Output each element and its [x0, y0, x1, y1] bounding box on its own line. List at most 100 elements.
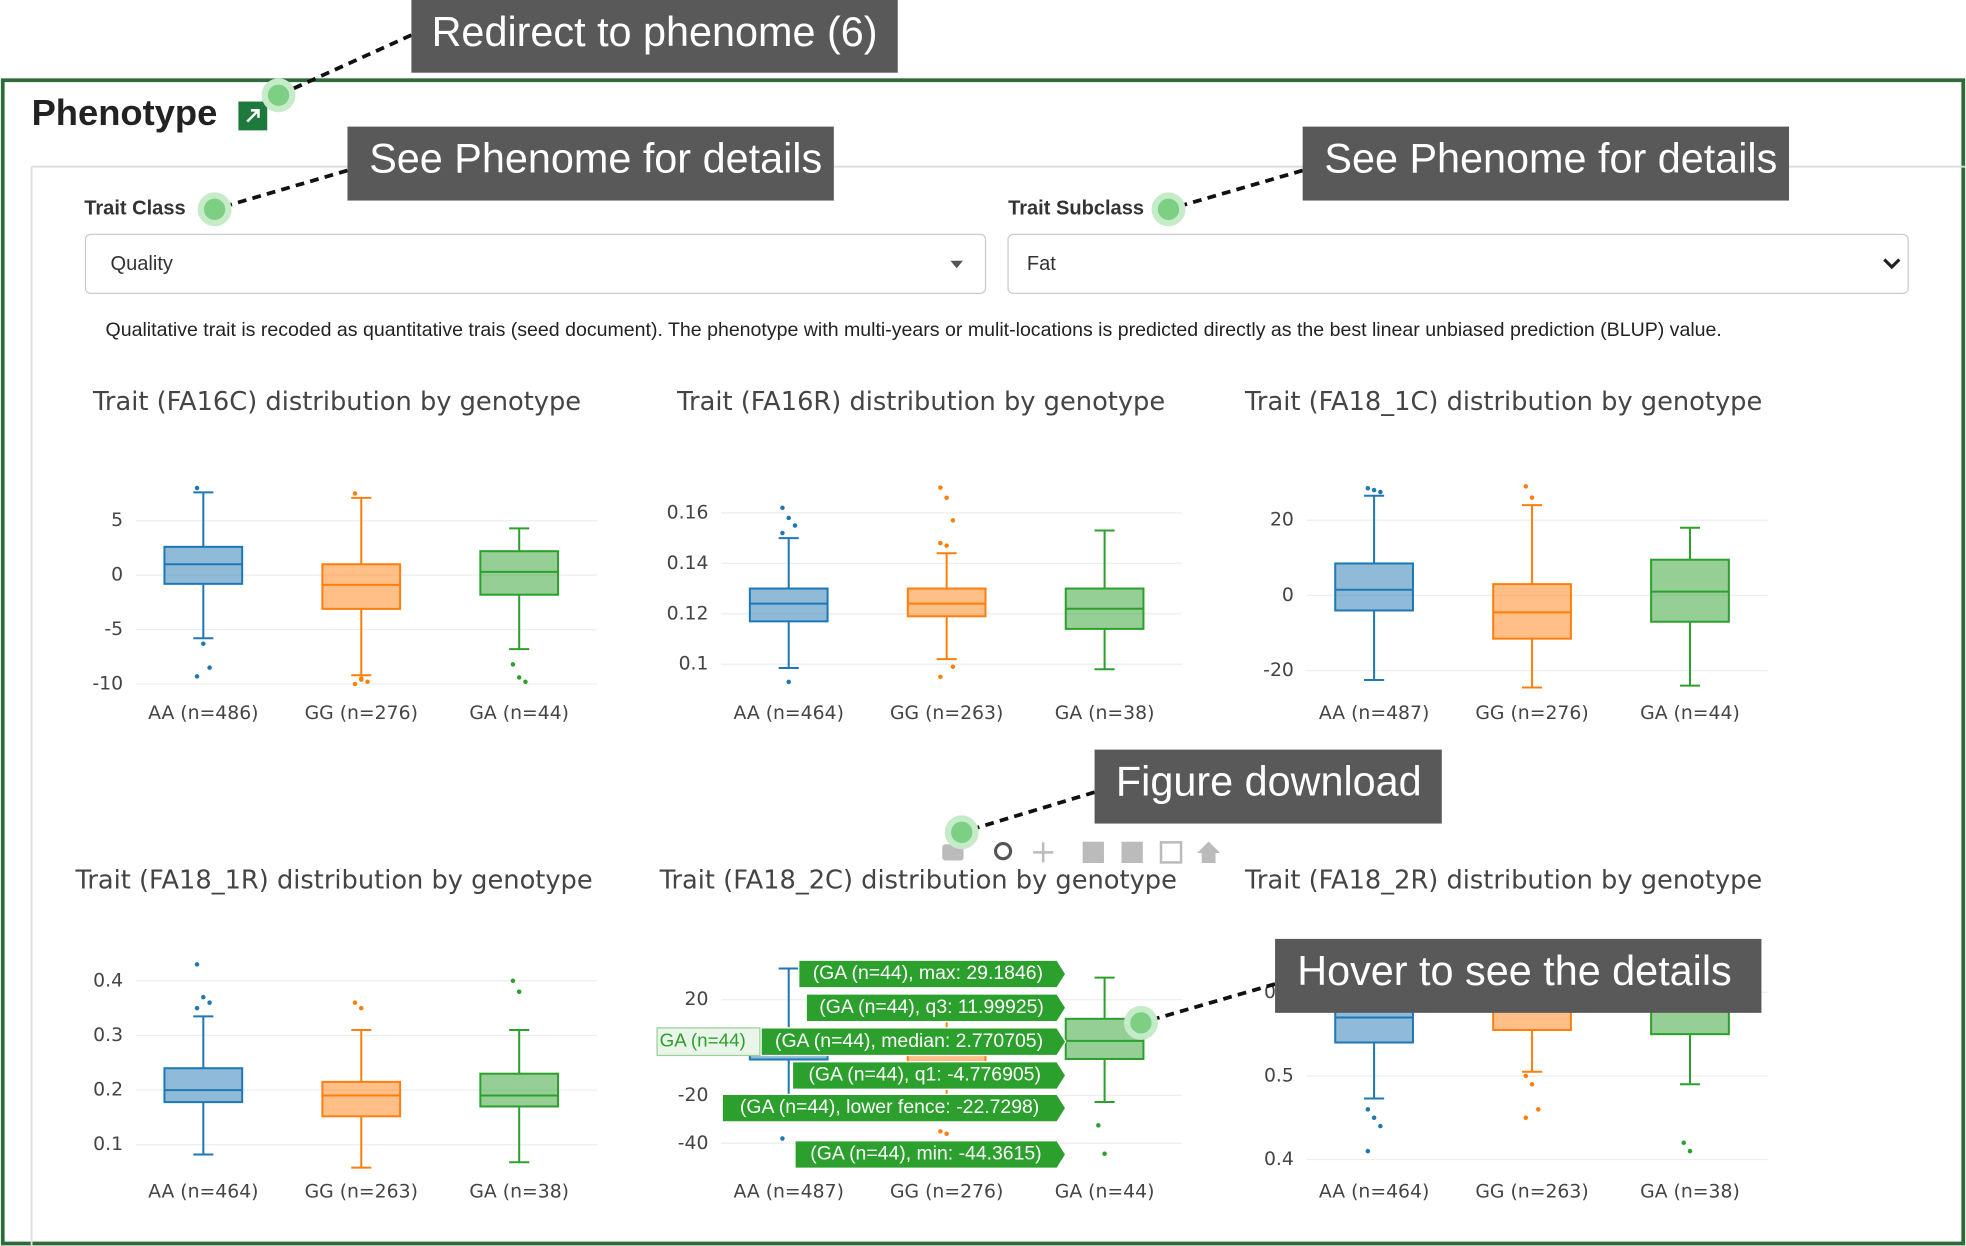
- hover-label: (GA (n=44), max: 29.1846): [813, 962, 1043, 984]
- outlier: [194, 485, 200, 491]
- outlier: [523, 679, 528, 685]
- y-tick-label: 0.12: [667, 603, 709, 624]
- outlier: [780, 1136, 785, 1141]
- callout-text: Hover to see the details: [1297, 948, 1732, 994]
- box-chart: Trait (FA16C) distribution by genotype 5 0…: [92, 387, 597, 724]
- x-tick-label: GA (n=38): [1640, 1182, 1740, 1203]
- x-tick-label: AA (n=464): [148, 1182, 258, 1203]
- zoom-in-icon[interactable]: [1082, 841, 1104, 864]
- outlier: [938, 540, 943, 546]
- outlier: [201, 641, 206, 646]
- chart-title: Trait (FA16C) distribution by genotype: [92, 387, 581, 417]
- hover-labels: GA (n=44) (GA (n=44), max: 29.1846) (GA (n…: [656, 959, 1067, 1169]
- x-tick-label: GG (n=263): [1475, 1182, 1588, 1203]
- outlier: [1365, 1107, 1371, 1112]
- outlier: [944, 495, 949, 500]
- callout-line: [961, 790, 1096, 835]
- callout-box: [1094, 749, 1442, 824]
- outlier: [510, 662, 516, 667]
- callout-dot: [1151, 192, 1186, 227]
- y-tick-label: 0.14: [667, 553, 709, 574]
- outlier: [950, 518, 956, 523]
- redirect-icon[interactable]: [238, 101, 268, 131]
- box: [163, 545, 244, 585]
- hover-label-box: [798, 959, 1067, 989]
- hover-axis-box: [656, 1027, 761, 1057]
- outlier: [194, 1005, 200, 1011]
- y-tick-label: 0: [1282, 585, 1294, 606]
- outlier: [516, 675, 522, 680]
- y-tick-label: 0.1: [679, 654, 709, 675]
- hover-label: (GA (n=44), lower fence: -22.7298): [740, 1096, 1039, 1118]
- outlier: [1371, 487, 1377, 493]
- select-value: Quality: [111, 253, 173, 275]
- zoom-icon[interactable]: [993, 842, 1013, 861]
- outlier: [1378, 489, 1383, 495]
- y-tick-label: 0.5: [1264, 1065, 1294, 1086]
- callout-text: See Phenome for details: [369, 136, 822, 182]
- box-chart: Trait (FA18_1R) distribution by genotype…: [74, 866, 597, 1203]
- zoom-out-icon[interactable]: [1121, 841, 1143, 864]
- outlier: [194, 674, 200, 679]
- y-tick-label: -10: [92, 673, 123, 694]
- callout-box: [1302, 126, 1790, 201]
- outlier: [1365, 1148, 1371, 1154]
- box: [479, 1072, 560, 1108]
- box: [163, 1067, 244, 1104]
- callout-line: [214, 168, 348, 212]
- pan-icon[interactable]: [1033, 842, 1054, 863]
- callout-box: [1275, 938, 1762, 1013]
- x-tick-label: GA (n=44): [1055, 1182, 1155, 1203]
- outlier: [510, 978, 516, 984]
- y-tick-label: 0.2: [93, 1080, 123, 1101]
- trait-subclass-select[interactable]: Fat: [1007, 233, 1909, 294]
- hover-label-box: [791, 1061, 1067, 1090]
- box: [1334, 562, 1414, 612]
- hover-label: (GA (n=44), q3: 11.99925): [819, 996, 1044, 1018]
- outlier: [207, 665, 212, 670]
- outlier: [1096, 1123, 1101, 1128]
- reset-icon[interactable]: [1197, 841, 1221, 864]
- x-tick-label: AA (n=487): [1319, 703, 1429, 724]
- outlier: [194, 962, 200, 967]
- field-label: Trait Class: [84, 198, 185, 220]
- x-tick-label: GG (n=276): [890, 1182, 1003, 1203]
- outlier: [1371, 1115, 1377, 1120]
- outlier: [516, 989, 522, 994]
- x-tick-label: GG (n=276): [1475, 703, 1588, 724]
- outlier: [358, 677, 364, 682]
- hover-label: (GA (n=44), min: -44.3615): [810, 1143, 1041, 1165]
- outlier: [792, 523, 798, 528]
- outlier: [358, 1005, 364, 1011]
- outlier: [1365, 485, 1371, 491]
- hover-axis-label: GA (n=44): [660, 1030, 746, 1051]
- x-tick-label: AA (n=487): [733, 1182, 843, 1203]
- outlier: [938, 674, 943, 680]
- outlier: [938, 1129, 943, 1134]
- outlier: [1536, 1107, 1541, 1112]
- outlier: [352, 681, 358, 687]
- trait-class-select[interactable]: Quality: [84, 233, 987, 294]
- autoscale-icon[interactable]: [1159, 841, 1183, 864]
- y-tick-label: -20: [1263, 660, 1294, 681]
- callout-box: [411, 0, 898, 73]
- outlier: [944, 543, 949, 548]
- y-tick-label: -20: [678, 1085, 709, 1106]
- box: [748, 587, 829, 623]
- outlier: [950, 664, 956, 669]
- hover-label-box: [805, 993, 1067, 1023]
- x-tick-label: GG (n=263): [890, 703, 1003, 724]
- callout-line: [1167, 168, 1304, 212]
- hover-label-box: [721, 1093, 1067, 1123]
- hover-label-box: [760, 1027, 1067, 1057]
- chart-title: Trait (FA18_2C) distribution by genotype: [659, 866, 1177, 896]
- callout-line: [1140, 982, 1276, 1025]
- callout-dot: [1124, 1005, 1158, 1040]
- box-chart: Trait (FA16R) distribution by genotype 0.…: [667, 387, 1183, 724]
- outlier: [352, 1000, 358, 1005]
- y-tick-label: 0.4: [93, 970, 123, 991]
- modebar: [942, 841, 1221, 864]
- select-value: Fat: [1027, 253, 1056, 275]
- outlier: [780, 505, 785, 511]
